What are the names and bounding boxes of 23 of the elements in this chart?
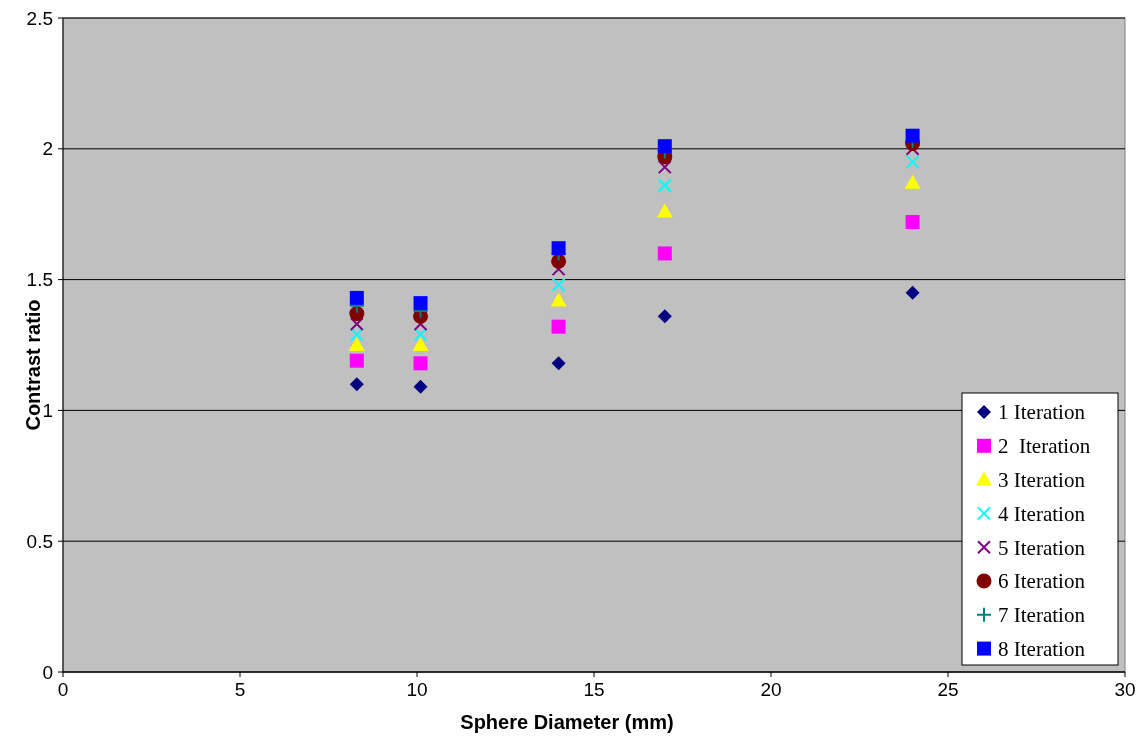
y-axis-title: Contrast ratio [22,299,44,431]
legend-label: 7 Iteration [998,603,1086,628]
legend-label: 2 Iteration [998,434,1091,459]
legend-label: 3 Iteration [998,467,1086,492]
x-tick-label: 25 [937,679,959,700]
legend-label: 1 Iteration [998,400,1086,425]
legend-label: 4 Iteration [998,501,1086,526]
legend-label: 5 Iteration [998,535,1086,560]
y-tick-label: 1.5 [26,269,53,291]
x-tick-label: 20 [760,679,782,700]
legend-label: 8 Iteration [998,636,1086,661]
x-tick-label: 0 [57,679,69,700]
y-tick-label: 1 [42,400,53,422]
y-tick-label: 2.5 [26,7,53,29]
x-tick-label: 15 [583,679,605,700]
x-tick-label: 5 [234,679,246,700]
y-tick-label: 0.5 [26,530,53,552]
x-tick-label: 10 [406,679,428,700]
legend-label: 6 Iteration [998,569,1086,594]
y-tick-label: 2 [42,138,53,160]
y-tick-label: 0 [42,661,53,683]
x-axis-title: Sphere Diameter (mm) [460,711,674,733]
x-tick-label: 30 [1114,679,1136,700]
